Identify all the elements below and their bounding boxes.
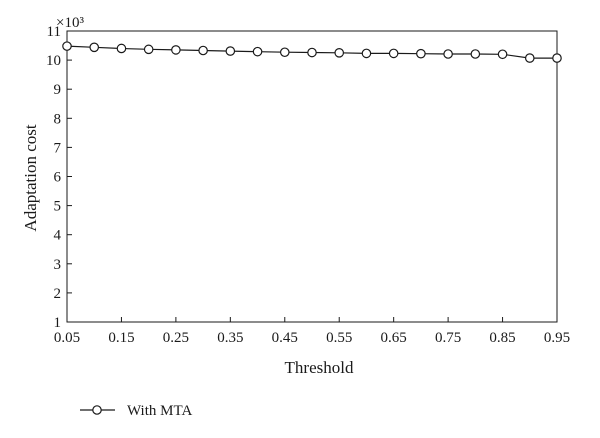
data-point xyxy=(279,47,290,58)
y-tick-label: 1 xyxy=(54,315,62,331)
y-tick-label: 4 xyxy=(54,228,62,244)
x-tick-label: 0.65 xyxy=(381,330,407,346)
data-point xyxy=(89,42,100,53)
x-tick-label: 0.15 xyxy=(108,330,134,346)
data-point xyxy=(388,48,399,59)
x-tick-label: 0.85 xyxy=(489,330,515,346)
y-tick-label: 9 xyxy=(54,82,62,98)
data-point xyxy=(252,46,263,57)
y-tick-label: 2 xyxy=(54,286,62,302)
data-point xyxy=(225,46,236,56)
y-tick-label: 10 xyxy=(46,53,61,69)
y-tick-label: 3 xyxy=(54,257,62,273)
data-point xyxy=(524,53,535,63)
x-tick-label: 0.25 xyxy=(163,330,189,346)
data-point xyxy=(470,49,481,59)
data-point xyxy=(62,41,72,51)
x-tick-label: 0.35 xyxy=(217,330,243,346)
y-tick-label: 11 xyxy=(47,24,61,40)
y-tick-label: 8 xyxy=(54,111,62,127)
data-point xyxy=(307,47,317,58)
x-tick-label: 0.05 xyxy=(54,330,80,346)
y-tick-label: 7 xyxy=(54,140,62,156)
data-point xyxy=(334,48,345,58)
legend: With MTA xyxy=(80,403,192,419)
legend-label: With MTA xyxy=(127,403,192,419)
series-group xyxy=(62,41,562,63)
plot-frame xyxy=(66,30,558,323)
legend-marker xyxy=(92,405,102,415)
y-multiplier-label: ×10³ xyxy=(56,15,84,31)
data-point xyxy=(443,49,453,59)
data-point xyxy=(361,48,372,59)
data-point xyxy=(416,48,426,59)
data-point xyxy=(497,49,508,60)
y-axis: 1 2 3 4 5 6 7 8 9 10 11 xyxy=(46,24,72,331)
data-point xyxy=(171,45,181,55)
y-tick-label: 5 xyxy=(54,199,62,215)
data-point xyxy=(552,53,562,63)
x-axis-label: Threshold xyxy=(285,358,354,377)
x-tick-label: 0.75 xyxy=(435,330,461,346)
x-tick-label: 0.45 xyxy=(272,330,298,346)
x-tick-label: 0.55 xyxy=(326,330,352,346)
y-axis-label: Adaptation cost xyxy=(21,124,40,231)
y-tick-label: 6 xyxy=(54,170,62,186)
x-axis: 0.05 0.15 0.25 0.35 0.45 0.55 0.65 0.75 0.85 0.95 xyxy=(54,317,570,346)
data-point xyxy=(198,45,208,56)
x-tick-label: 0.95 xyxy=(544,330,570,346)
data-point xyxy=(143,44,154,55)
data-point xyxy=(116,43,127,54)
